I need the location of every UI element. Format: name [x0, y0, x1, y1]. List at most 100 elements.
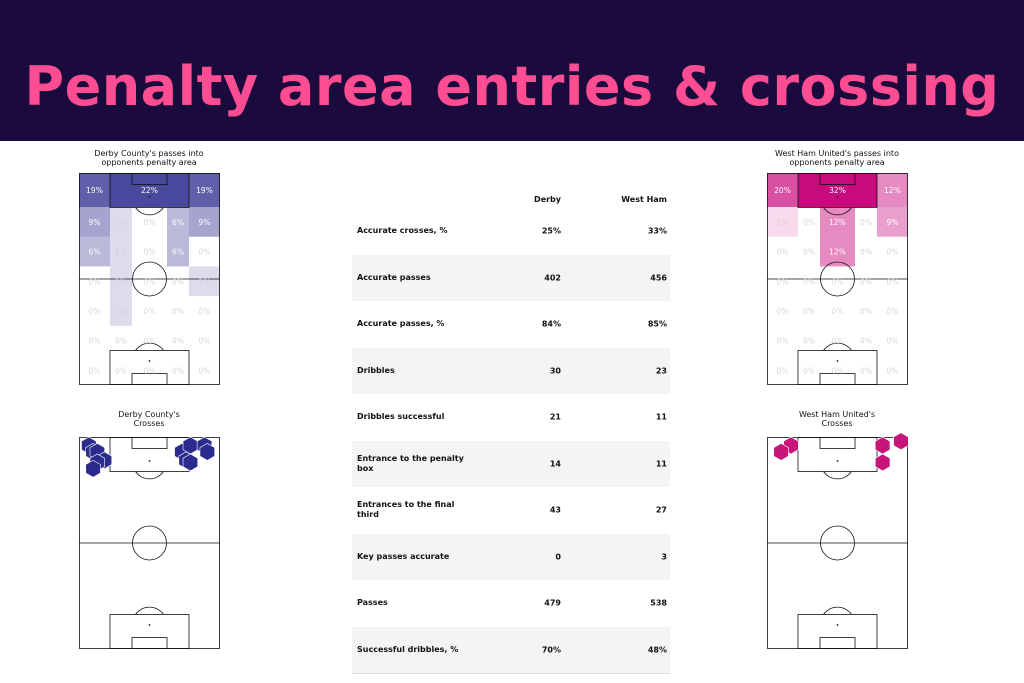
zone-label: 0%	[860, 248, 872, 257]
heat-zone	[189, 207, 220, 237]
cross-marker	[199, 442, 215, 461]
cross-marker	[874, 436, 891, 455]
westham-passes-title-line-2: opponents penalty area	[789, 158, 885, 167]
derby-value: 402	[544, 273, 561, 283]
zone-label: 6%	[172, 218, 184, 227]
zone-label: 6%	[172, 248, 184, 257]
westham-crosses-map	[767, 432, 909, 649]
top-penalty-spot	[148, 196, 151, 198]
center-circle	[820, 261, 855, 297]
zone-label: 1%	[115, 277, 127, 286]
zone-label: 19%	[196, 186, 213, 195]
westham-crosses-title: West Ham United's Crosses	[737, 410, 937, 428]
row-label: Accurate crosses, %	[357, 226, 448, 236]
westham-passes-title: West Ham United's passes into opponents …	[737, 149, 937, 167]
row-label: Accurate passes	[357, 272, 431, 282]
bottom-six-yard-box	[819, 373, 856, 385]
zone-label: 0%	[803, 277, 815, 286]
row-label: Accurate passes, %	[357, 319, 445, 329]
zone-label: 0%	[172, 366, 184, 375]
table-body: Accurate crosses, % 25% 33% Accurate passes…	[352, 208, 670, 673]
zone-label: 0%	[777, 307, 789, 316]
zone-label: 0%	[777, 277, 789, 286]
column-header-westham: West Ham	[621, 195, 667, 204]
zone-label: 0%	[89, 366, 101, 375]
zone-label: 0%	[887, 307, 899, 316]
derby-value: 25%	[541, 226, 561, 236]
zone-label: 0%	[832, 277, 844, 286]
page-title: Penalty area entries & crossing	[24, 55, 1000, 118]
westham-passes-title-line-1: West Ham United's passes into	[775, 149, 899, 158]
top-six-yard-box	[131, 437, 168, 449]
zone-label: 0%	[115, 366, 127, 375]
derby-passes-title: Derby County's passes into opponents pen…	[49, 149, 249, 167]
zone-label: 0%	[803, 248, 815, 257]
row-label: Entrances to the final third	[357, 500, 455, 520]
derby-passes-title-line-1: Derby County's passes into	[94, 149, 204, 158]
bottom-penalty-arc	[135, 342, 164, 351]
zone-label: 0%	[89, 337, 101, 346]
table-row: Accurate passes, % 84% 85%	[352, 301, 670, 348]
westham-value: 456	[650, 273, 667, 283]
heat-zone	[110, 266, 132, 297]
westham-value: 11	[655, 459, 667, 469]
derby-value: 30	[549, 366, 561, 376]
center-circle	[132, 261, 167, 297]
heat-zone	[110, 207, 132, 237]
zone-label: 6%	[89, 248, 101, 257]
westham-value: 23	[655, 366, 667, 376]
zone-label: 0%	[199, 307, 211, 316]
zone-label: 9%	[89, 218, 101, 227]
zone-label: 0%	[860, 277, 872, 286]
row-label: Entrance to the penalty box	[357, 453, 464, 473]
zone-label: 0%	[887, 248, 899, 257]
zone-label: 0%	[172, 277, 184, 286]
title-banner: Penalty area entries & crossing	[0, 0, 1024, 141]
heat-zone	[167, 207, 189, 237]
top-penalty-box	[797, 437, 878, 472]
westham-value: 48%	[647, 645, 667, 655]
zone-label: 0%	[887, 366, 899, 375]
heat-zone	[877, 173, 908, 207]
westham-value: 27	[655, 505, 667, 515]
zone-label: 0%	[199, 337, 211, 346]
bottom-penalty-spot	[836, 624, 839, 626]
row-label: Dribbles successful	[357, 412, 445, 422]
zone-label: 19%	[86, 186, 103, 195]
zone-label: 1%	[777, 218, 789, 227]
zone-label: 0%	[860, 218, 872, 227]
table-row: Successful dribbles, % 70% 48%	[352, 626, 670, 673]
zone-label: 0%	[172, 337, 184, 346]
zone-label: 0%	[777, 366, 789, 375]
top-penalty-arc	[823, 471, 852, 480]
zone-label: 0%	[144, 248, 156, 257]
westham-passes-heatmap: 20% 32% 12% 1% 0% 12% 0% 9% 0% 0% 12% 0% 0% 0% 0% 0% 0% 0…	[767, 173, 908, 385]
zone-label: 1%	[115, 307, 127, 316]
zone-label: 0%	[860, 366, 872, 375]
derby-passes-heatmap: 19% 22% 19% 9% 1% 0% 6% 9% 6% 1% 0% 6% 0% 0% 1% 0% 0% 1% 0…	[79, 173, 220, 385]
bottom-penalty-box	[797, 614, 878, 649]
table-row: Dribbles 30 23	[352, 347, 670, 394]
row-label: Successful dribbles, %	[357, 644, 459, 654]
top-six-yard-box	[131, 173, 168, 185]
zone-label: 1%	[115, 248, 127, 257]
zone-label: 1%	[115, 218, 127, 227]
heat-zone	[79, 173, 110, 207]
bottom-penalty-spot	[148, 360, 151, 362]
zone-label: 0%	[803, 307, 815, 316]
zone-label: 0%	[832, 307, 844, 316]
top-penalty-arc	[135, 471, 164, 480]
bottom-six-yard-box	[131, 637, 168, 649]
derby-value: 14	[549, 459, 561, 469]
bottom-penalty-spot	[836, 360, 839, 362]
cross-marker	[874, 453, 891, 472]
stats-table: Derby West Ham Accurate crosses, % 25% 33%…	[352, 183, 670, 674]
zone-label: 12%	[829, 248, 846, 257]
zone-label: 12%	[884, 186, 901, 195]
westham-crosses-title-line-1: West Ham United's	[798, 410, 876, 419]
zone-label: 0%	[832, 366, 844, 375]
cross-marker	[893, 432, 909, 451]
cross-marker	[773, 442, 789, 461]
zone-label: 20%	[774, 186, 791, 195]
zone-label: 0%	[860, 307, 872, 316]
